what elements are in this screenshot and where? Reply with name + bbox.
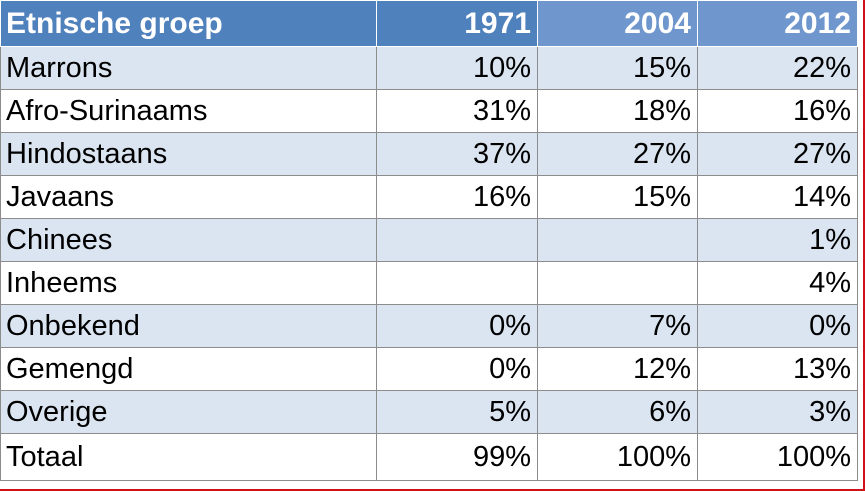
table-row: Marrons 10% 15% 22%	[0, 46, 858, 90]
value-cell-2012[interactable]: 3%	[697, 390, 858, 434]
header-cell-2004[interactable]: 2004	[537, 0, 698, 47]
group-cell[interactable]: Javaans	[0, 175, 377, 219]
value-cell-1971[interactable]: 10%	[376, 46, 538, 90]
table-row: Inheems 4%	[0, 261, 858, 305]
value-cell-2012[interactable]: 0%	[697, 304, 858, 348]
table-row: Afro-Surinaams 31% 18% 16%	[0, 89, 858, 133]
table-row: Gemengd 0% 12% 13%	[0, 347, 858, 391]
total-cell-1971[interactable]: 99%	[376, 433, 538, 481]
total-label-cell[interactable]: Totaal	[0, 433, 377, 481]
group-cell[interactable]: Inheems	[0, 261, 377, 305]
group-cell[interactable]: Onbekend	[0, 304, 377, 348]
header-cell-2012[interactable]: 2012	[697, 0, 858, 47]
table-row: Overige 5% 6% 3%	[0, 390, 858, 434]
value-cell-2004[interactable]	[537, 261, 698, 305]
value-cell-1971[interactable]: 31%	[376, 89, 538, 133]
ethnic-groups-table: Etnische groep 1971 2004 2012 Marrons 10…	[0, 0, 858, 481]
value-cell-2004[interactable]: 6%	[537, 390, 698, 434]
value-cell-2004[interactable]: 27%	[537, 132, 698, 176]
value-cell-2004[interactable]	[537, 218, 698, 262]
group-cell[interactable]: Chinees	[0, 218, 377, 262]
header-cell-1971[interactable]: 1971	[376, 0, 538, 47]
total-cell-2004[interactable]: 100%	[537, 433, 698, 481]
value-cell-2004[interactable]: 12%	[537, 347, 698, 391]
value-cell-2012[interactable]: 4%	[697, 261, 858, 305]
value-cell-2004[interactable]: 15%	[537, 175, 698, 219]
value-cell-2012[interactable]: 22%	[697, 46, 858, 90]
value-cell-1971[interactable]: 16%	[376, 175, 538, 219]
value-cell-2004[interactable]: 15%	[537, 46, 698, 90]
table-row: Javaans 16% 15% 14%	[0, 175, 858, 219]
table-row: Onbekend 0% 7% 0%	[0, 304, 858, 348]
value-cell-1971[interactable]	[376, 261, 538, 305]
header-cell-group[interactable]: Etnische groep	[0, 0, 377, 47]
value-cell-2012[interactable]: 1%	[697, 218, 858, 262]
value-cell-2012[interactable]: 13%	[697, 347, 858, 391]
group-cell[interactable]: Overige	[0, 390, 377, 434]
value-cell-2012[interactable]: 16%	[697, 89, 858, 133]
header-row: Etnische groep 1971 2004 2012	[0, 0, 858, 47]
value-cell-1971[interactable]: 5%	[376, 390, 538, 434]
table-row: Hindostaans 37% 27% 27%	[0, 132, 858, 176]
total-cell-2012[interactable]: 100%	[697, 433, 858, 481]
group-cell[interactable]: Afro-Surinaams	[0, 89, 377, 133]
value-cell-1971[interactable]: 0%	[376, 304, 538, 348]
value-cell-2004[interactable]: 18%	[537, 89, 698, 133]
group-cell[interactable]: Hindostaans	[0, 132, 377, 176]
value-cell-1971[interactable]	[376, 218, 538, 262]
total-row: Totaal 99% 100% 100%	[0, 433, 858, 481]
group-cell[interactable]: Gemengd	[0, 347, 377, 391]
value-cell-2004[interactable]: 7%	[537, 304, 698, 348]
group-cell[interactable]: Marrons	[0, 46, 377, 90]
value-cell-1971[interactable]: 0%	[376, 347, 538, 391]
value-cell-1971[interactable]: 37%	[376, 132, 538, 176]
value-cell-2012[interactable]: 14%	[697, 175, 858, 219]
value-cell-2012[interactable]: 27%	[697, 132, 858, 176]
table-row: Chinees 1%	[0, 218, 858, 262]
